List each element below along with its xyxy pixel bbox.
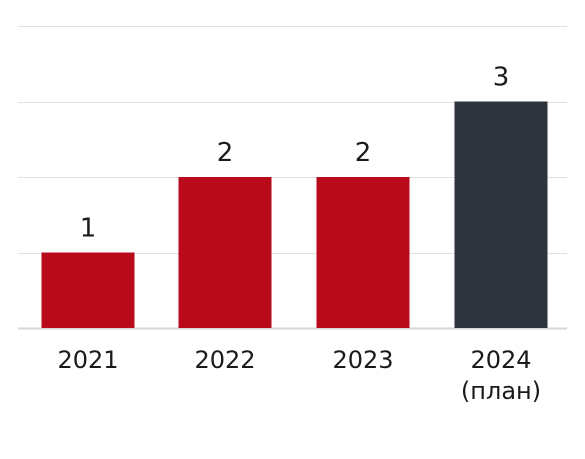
category-label-3: 2024 bbox=[470, 346, 531, 374]
bars bbox=[41, 101, 548, 328]
data-label-2: 2 bbox=[355, 138, 372, 168]
data-label-3: 3 bbox=[493, 63, 510, 93]
data-labels: 1 2 2 3 bbox=[80, 63, 510, 244]
category-label-0: 2021 bbox=[57, 346, 118, 374]
bar-2 bbox=[316, 177, 410, 328]
category-label-3-line-1: (план) bbox=[461, 377, 541, 405]
category-label-1: 2022 bbox=[194, 346, 255, 374]
category-labels: 2021 2022 2023 2024 (план) bbox=[57, 346, 541, 405]
category-label-2: 2023 bbox=[332, 346, 393, 374]
data-label-0: 1 bbox=[80, 214, 97, 244]
bar-0 bbox=[41, 252, 135, 328]
bar-1 bbox=[178, 177, 272, 328]
bar-3 bbox=[454, 101, 548, 328]
data-label-1: 2 bbox=[217, 138, 234, 168]
